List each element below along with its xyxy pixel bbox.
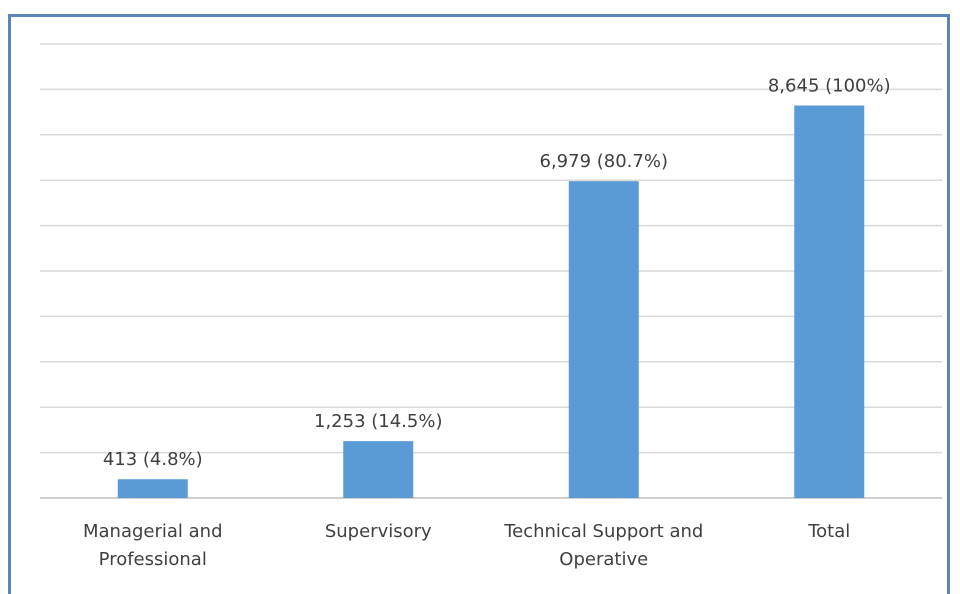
gridlines <box>40 43 942 499</box>
bar <box>343 441 414 498</box>
x-tick-labels: Managerial and Professional Supervisory Tec… <box>83 521 850 570</box>
bar <box>568 181 639 499</box>
bar <box>794 105 865 498</box>
x-tick-label: Operative <box>559 549 648 570</box>
bars <box>117 105 865 499</box>
x-tick-label: Professional <box>99 549 207 570</box>
x-tick-label: Technical Support and <box>503 521 703 542</box>
data-label: 413 (4.8%) <box>103 449 203 470</box>
data-label: 1,253 (14.5%) <box>314 411 442 432</box>
data-labels: 413 (4.8%) 1,253 (14.5%) 6,979 (80.7%) 8,64… <box>103 76 891 471</box>
chart-frame <box>8 14 950 594</box>
data-label: 6,979 (80.7%) <box>540 151 668 172</box>
x-tick-label: Total <box>807 521 850 542</box>
data-label: 8,645 (100%) <box>768 76 891 97</box>
x-tick-label: Supervisory <box>325 521 432 542</box>
bar <box>117 479 188 498</box>
x-tick-label: Managerial and <box>83 521 223 542</box>
